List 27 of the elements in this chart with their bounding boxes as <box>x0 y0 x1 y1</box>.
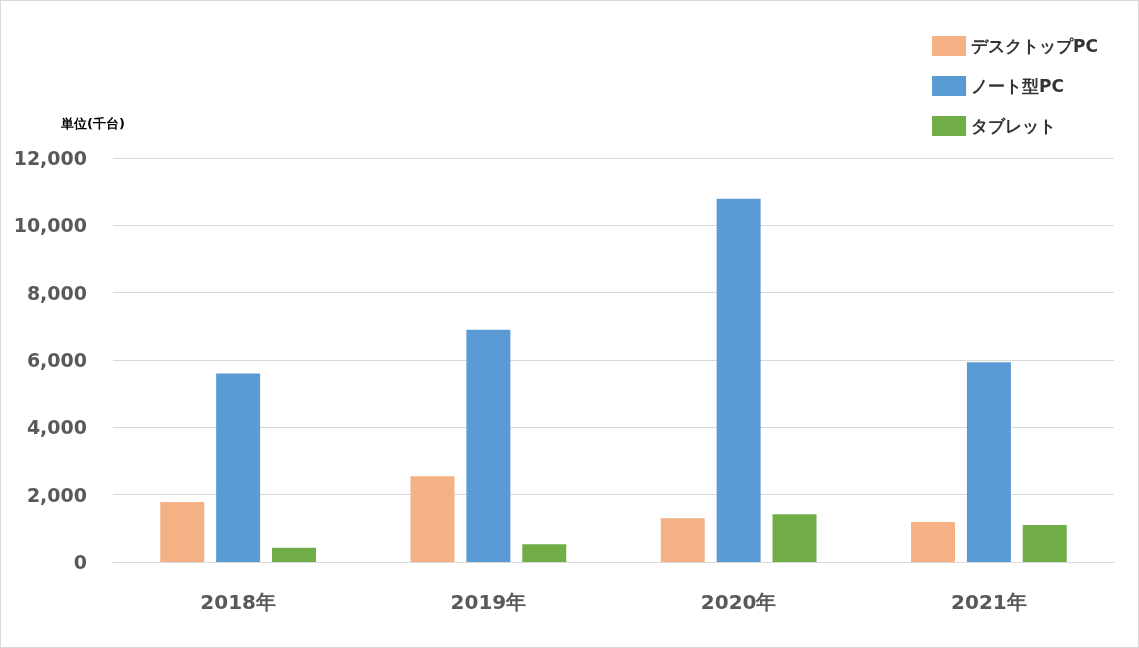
bar <box>216 373 261 562</box>
bar <box>522 544 567 562</box>
bar <box>272 547 317 562</box>
bar <box>911 521 955 562</box>
y-tick-label: 12,000 <box>13 147 87 169</box>
y-tick-label: 4,000 <box>26 416 87 439</box>
bar <box>716 198 761 562</box>
bar <box>160 502 205 562</box>
x-tick-label: 2019年 <box>450 590 527 614</box>
y-tick-label: 2,000 <box>26 483 87 506</box>
bar <box>660 518 705 562</box>
y-tick-label: 10,000 <box>13 214 87 237</box>
bar <box>1022 524 1067 562</box>
y-tick-label: 8,000 <box>26 281 87 304</box>
y-axis-title: 単位(千台) <box>60 116 125 131</box>
x-tick-label: 2018年 <box>200 590 276 614</box>
y-tick-label: 6,000 <box>26 349 87 371</box>
bar <box>772 514 817 562</box>
legend-label: デスクトップPC <box>971 36 1098 56</box>
bar <box>966 362 1011 562</box>
y-tick-label: 0 <box>73 551 87 573</box>
bar <box>466 329 511 562</box>
x-tick-label: 2021年 <box>951 590 1027 614</box>
x-tick-label: 2020年 <box>700 590 777 614</box>
bar <box>410 476 455 562</box>
legend-label: タブレット <box>971 116 1057 136</box>
legend-label: ノート型PC <box>971 76 1064 96</box>
